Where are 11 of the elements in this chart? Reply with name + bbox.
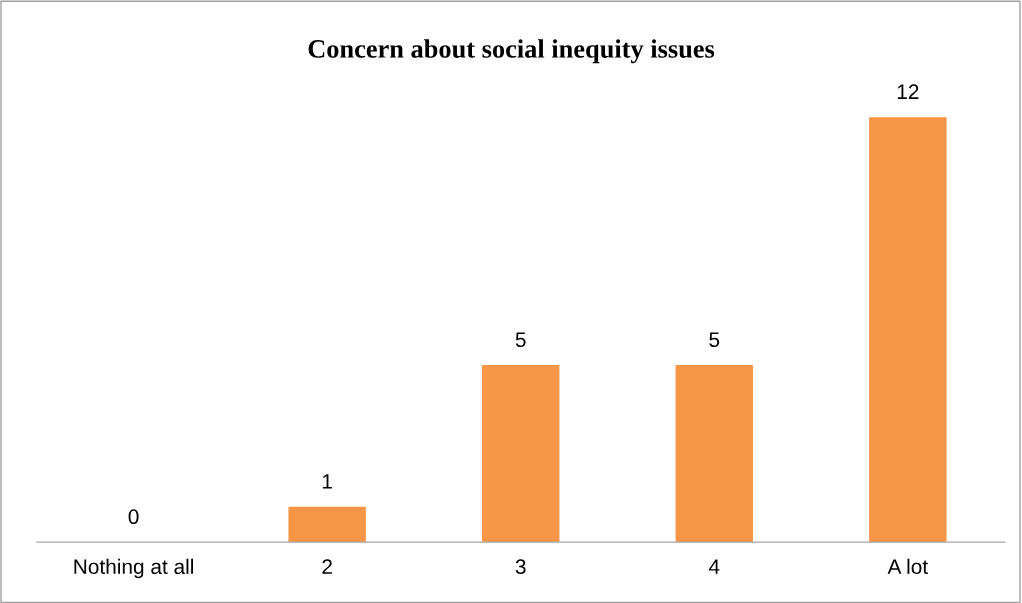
- x-tick-label: Nothing at all: [74, 558, 193, 579]
- data-label: 1: [322, 474, 332, 489]
- x-tick-label: A lot: [887, 558, 928, 575]
- data-label: 0: [128, 509, 139, 525]
- data-label: 12: [897, 84, 919, 99]
- x-tick-label: 4: [708, 559, 720, 574]
- x-tick-label: 2: [322, 559, 332, 574]
- x-tick-label: 3: [515, 559, 526, 575]
- chart-title: Concern about social inequity issues: [308, 39, 715, 64]
- data-label: 5: [515, 332, 526, 348]
- data-label: 5: [709, 332, 720, 348]
